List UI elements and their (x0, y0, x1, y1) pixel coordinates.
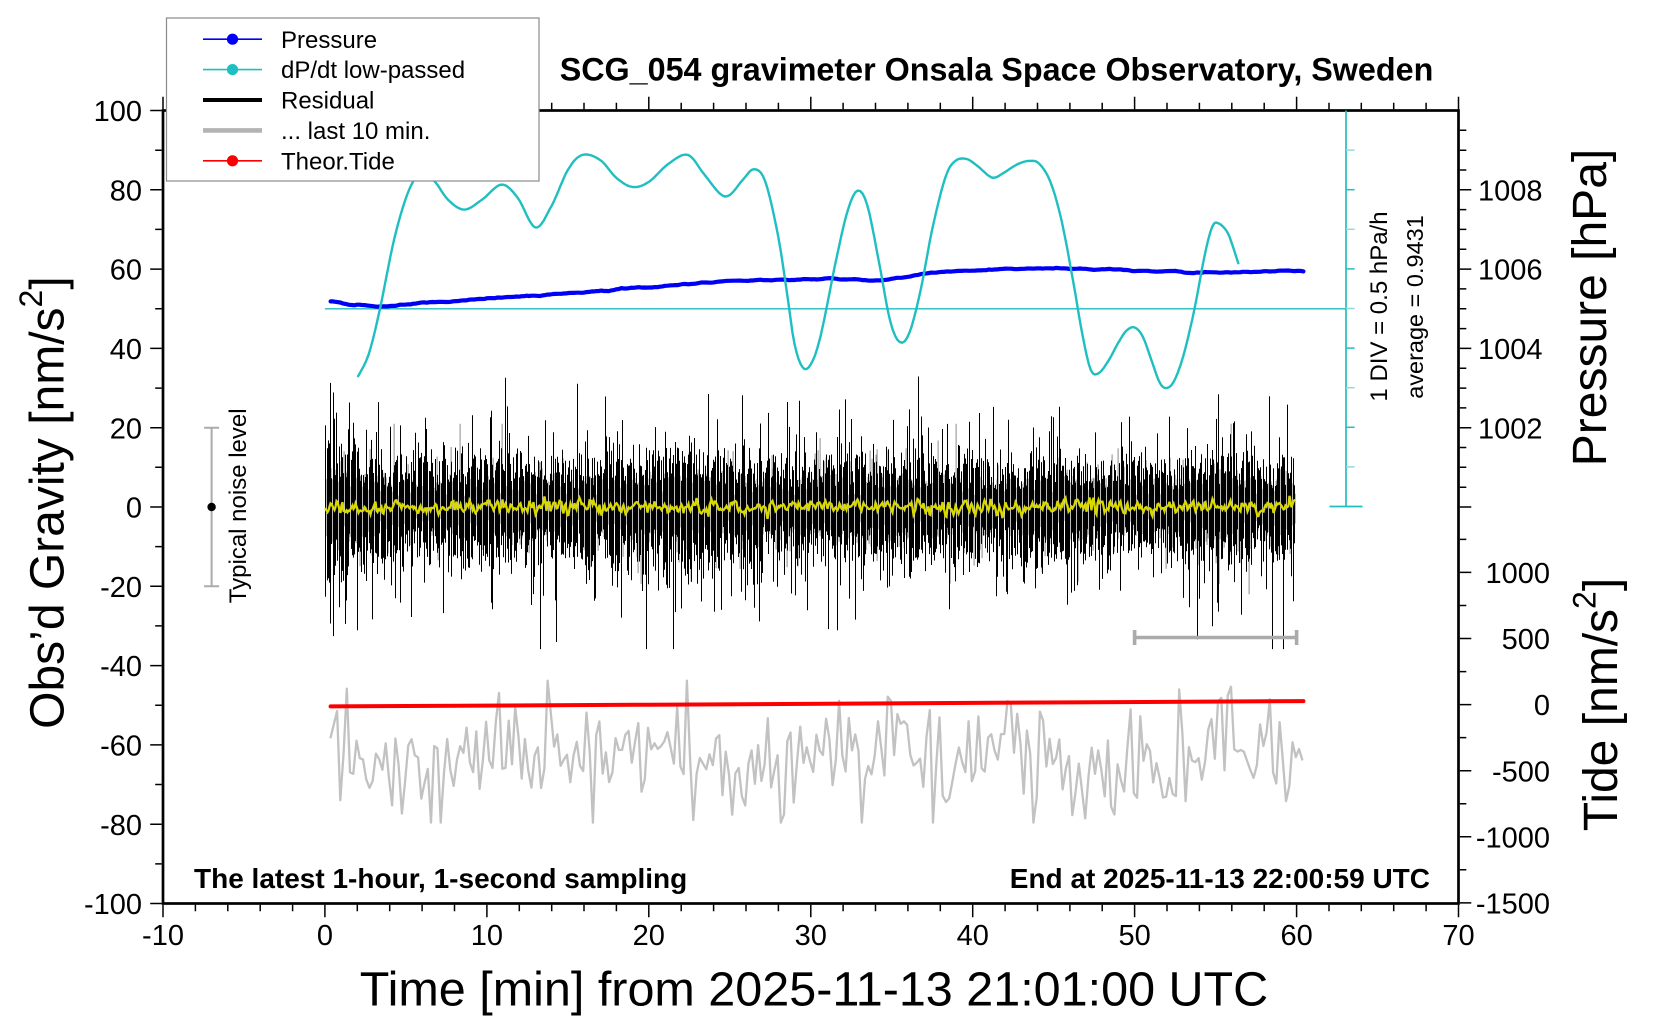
svg-text:10: 10 (471, 920, 503, 952)
svg-text:50: 50 (1118, 920, 1150, 952)
svg-text:End at 2025-11-13 22:00:59 UTC: End at 2025-11-13 22:00:59 UTC (1010, 863, 1430, 894)
svg-text:Obs’d Gravity [nm/s2]: Obs’d Gravity [nm/s2] (13, 276, 74, 729)
svg-text:500: 500 (1502, 624, 1550, 656)
svg-text:Typical noise level: Typical noise level (225, 408, 252, 603)
svg-text:-500: -500 (1492, 756, 1550, 788)
svg-text:... last 10 min.: ... last 10 min. (281, 118, 430, 145)
svg-text:SCG_054 gravimeter Onsala Spac: SCG_054 gravimeter Onsala Space Observat… (560, 52, 1434, 88)
svg-text:-1500: -1500 (1476, 889, 1550, 921)
svg-text:40: 40 (110, 334, 142, 366)
svg-text:1000: 1000 (1485, 558, 1550, 590)
svg-text:1 DIV = 0.5 hPa/h: 1 DIV = 0.5 hPa/h (1366, 211, 1393, 401)
svg-text:Pressure: Pressure (281, 27, 377, 54)
svg-text:Theor.Tide: Theor.Tide (281, 148, 395, 175)
svg-text:20: 20 (110, 413, 142, 445)
svg-text:70: 70 (1442, 920, 1474, 952)
svg-text:-20: -20 (100, 572, 142, 604)
svg-text:80: 80 (110, 175, 142, 207)
svg-text:Time [min] from 2025-11-13 21:: Time [min] from 2025-11-13 21:01:00 UTC (360, 963, 1268, 1017)
svg-text:1008: 1008 (1478, 175, 1543, 207)
svg-text:60: 60 (110, 255, 142, 287)
svg-text:0: 0 (1534, 690, 1550, 722)
svg-text:-1000: -1000 (1476, 822, 1550, 854)
svg-text:100: 100 (94, 96, 142, 128)
svg-text:-100: -100 (84, 889, 142, 921)
svg-text:-60: -60 (100, 731, 142, 763)
svg-text:-10: -10 (142, 920, 184, 952)
svg-text:Pressure [hPa]: Pressure [hPa] (1564, 149, 1617, 466)
svg-text:Residual: Residual (281, 88, 374, 115)
svg-text:0: 0 (317, 920, 333, 952)
svg-text:Tide [nm/s2]: Tide [nm/s2] (1567, 578, 1628, 831)
svg-text:1002: 1002 (1478, 413, 1543, 445)
svg-text:1004: 1004 (1478, 334, 1543, 366)
svg-text:0: 0 (126, 493, 142, 525)
svg-text:60: 60 (1280, 920, 1312, 952)
svg-text:1006: 1006 (1478, 255, 1543, 287)
svg-text:The latest 1-hour, 1-second sa: The latest 1-hour, 1-second sampling (194, 863, 687, 894)
svg-text:40: 40 (957, 920, 989, 952)
svg-text:-40: -40 (100, 651, 142, 683)
svg-text:20: 20 (633, 920, 665, 952)
svg-text:30: 30 (795, 920, 827, 952)
svg-text:average = 0.9431: average = 0.9431 (1402, 215, 1428, 399)
svg-text:dP/dt low-passed: dP/dt low-passed (281, 57, 465, 84)
svg-text:-80: -80 (100, 810, 142, 842)
